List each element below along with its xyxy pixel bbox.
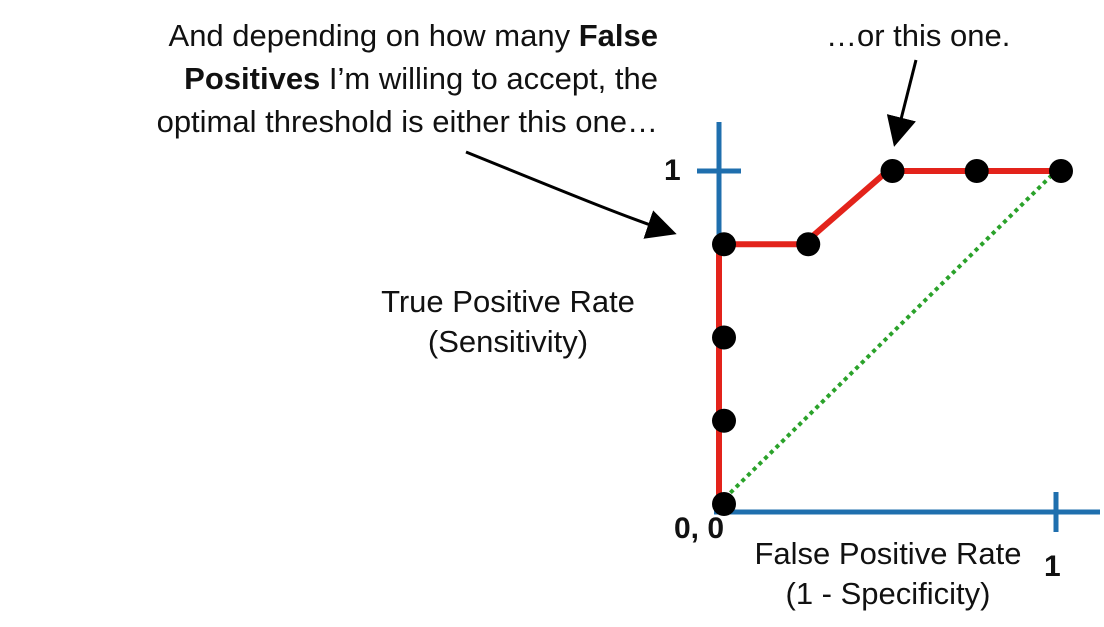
y-axis-label-line-1: True Positive Rate [381,284,635,319]
y-axis-label-line-2: (Sensitivity) [427,324,589,359]
x-axis-label-line-1: False Positive Rate [754,536,1022,571]
origin-tick-label: 0, 0 [674,512,725,545]
y-tick-label-1: 1 [664,154,681,187]
roc-point-4 [712,232,736,257]
roc-point-6 [880,159,905,183]
random-classifier-diagonal [717,169,1058,506]
annotation-right: …or this one. [826,18,1011,53]
annotation-left: And depending on how many False Positive… [98,14,658,143]
x-axis-label-line-2: (1 - Specificity) [785,576,991,611]
roc-point-5 [796,232,821,257]
arrow-to-left-threshold [465,150,677,239]
arrow-to-right-threshold [886,59,918,147]
roc-point-1 [712,492,736,516]
annotation-left-bold: False Positives [184,18,658,96]
roc-point-7 [964,159,989,183]
annotation-left-part-1: And depending on how many [168,18,579,53]
x-axis-label: False Positive Rate (1 - Specificity) [738,534,1038,614]
roc-point-3 [712,325,736,350]
x-tick-label-1: 1 [1044,550,1061,583]
annotation-left-part-3: I’m willing to accept, the optimal thres… [156,61,658,139]
roc-point-2 [712,408,736,433]
roc-point-8 [1049,159,1073,183]
y-axis-label: True Positive Rate (Sensitivity) [358,282,658,362]
